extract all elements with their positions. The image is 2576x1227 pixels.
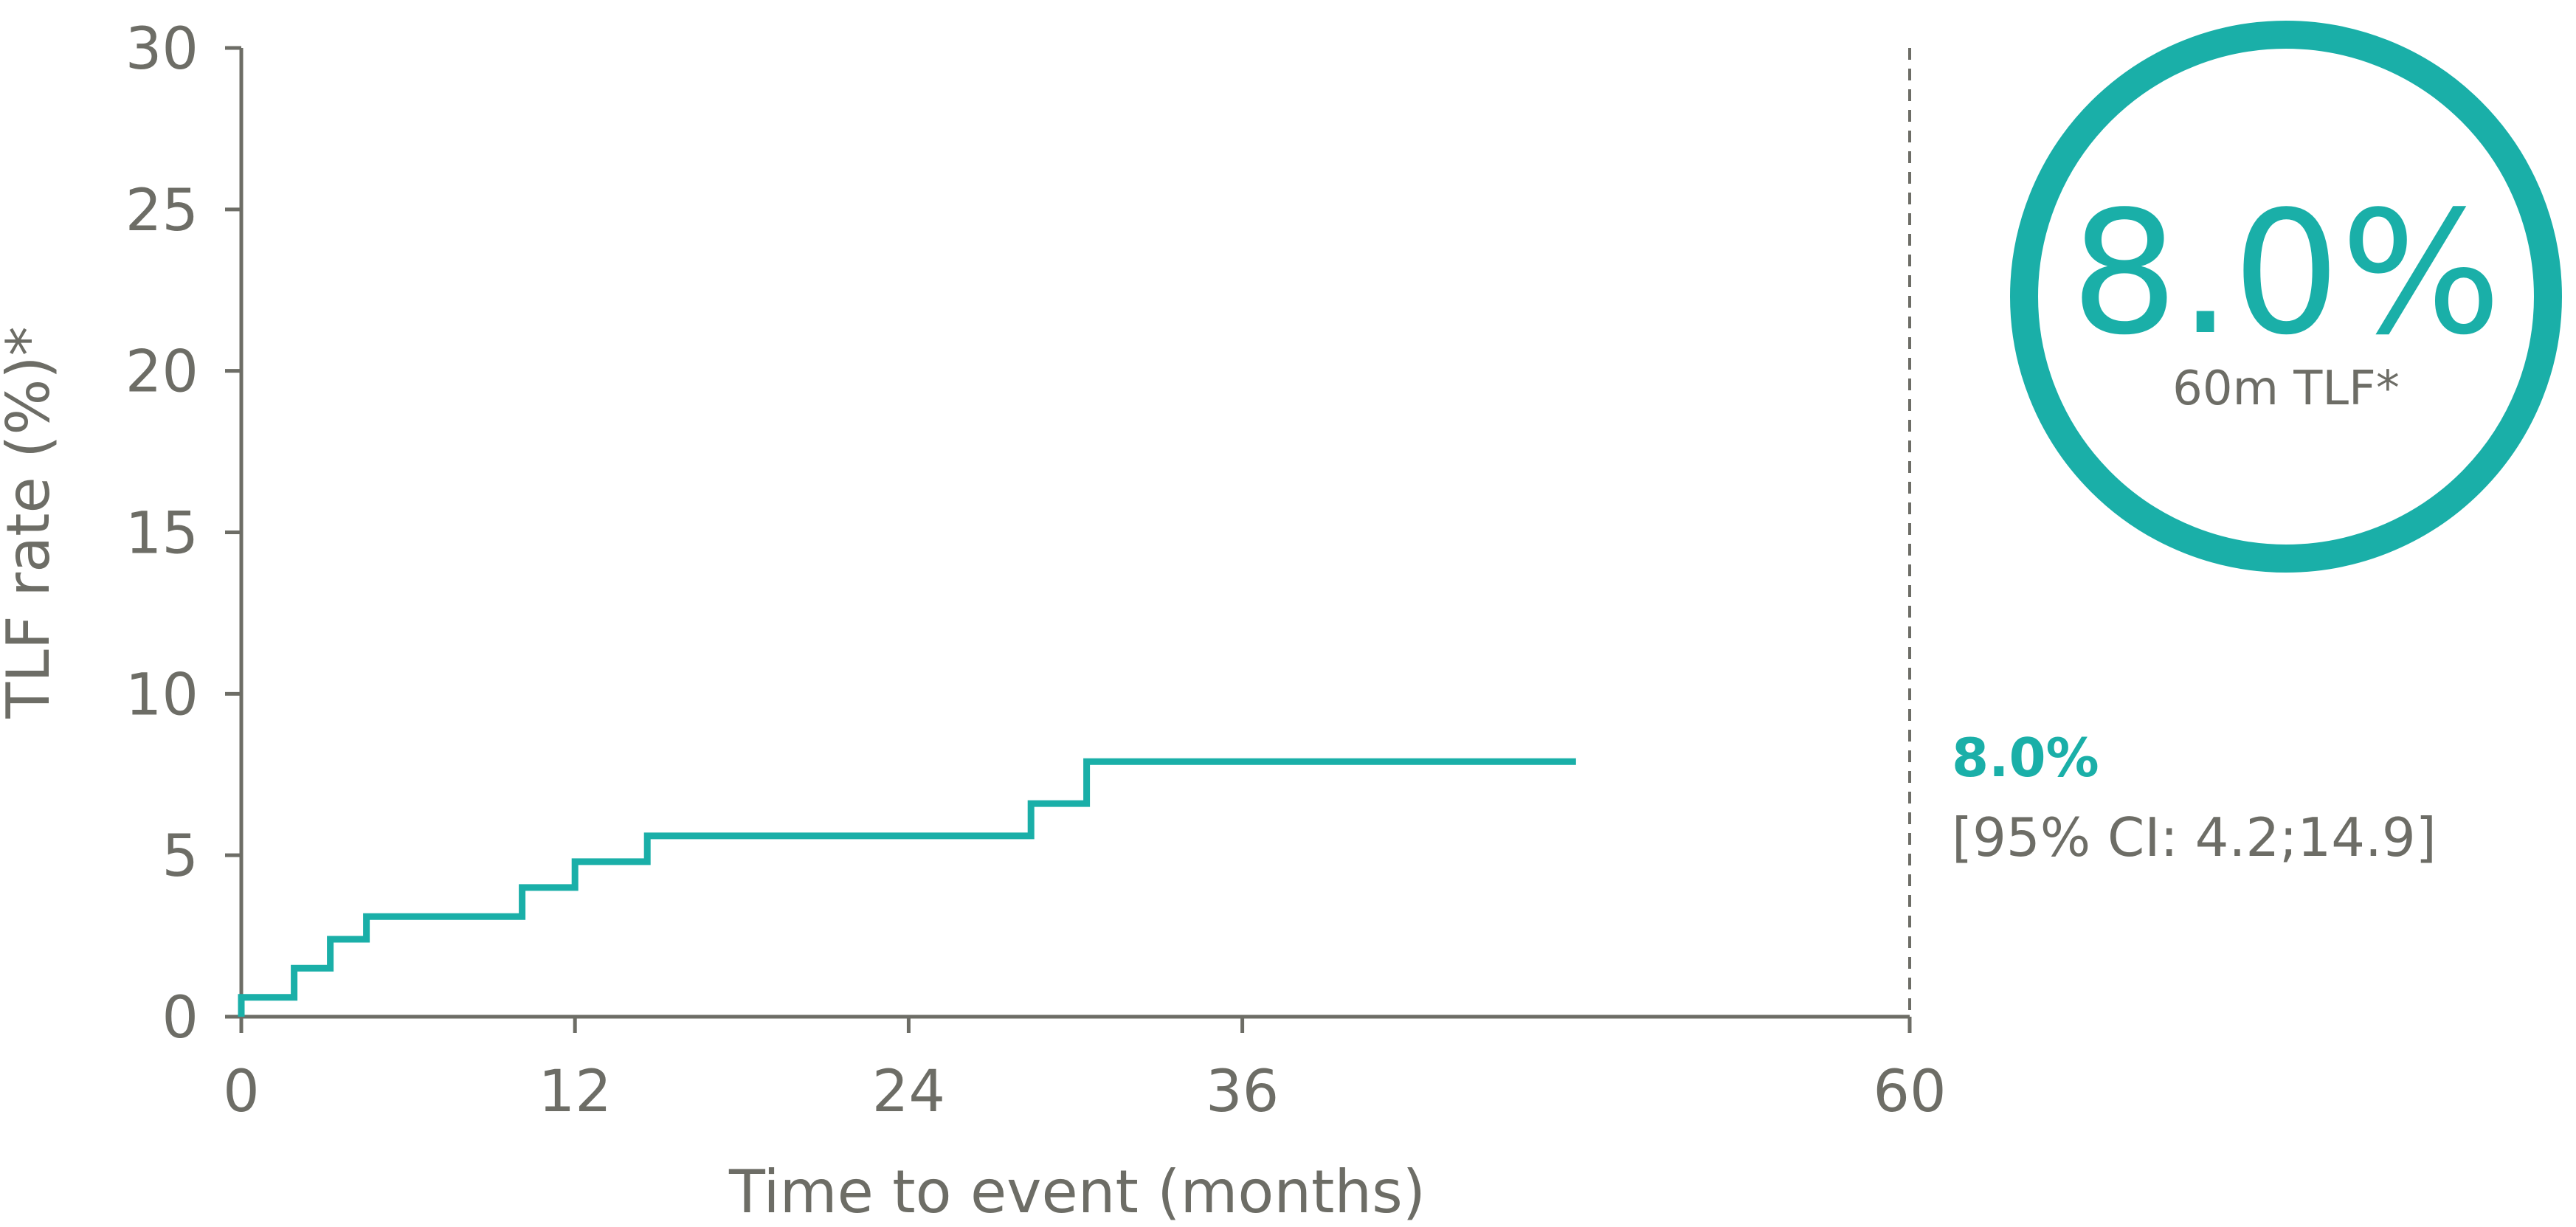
badge-label: 60m TLF* bbox=[2172, 362, 2400, 416]
end-ci-label: [95% CI: 4.2;14.9] bbox=[1952, 806, 2437, 868]
x-tick-label: 36 bbox=[1206, 1059, 1279, 1125]
y-tick-label: 10 bbox=[125, 662, 198, 728]
y-tick-label: 20 bbox=[125, 339, 198, 406]
y-tick-label: 25 bbox=[125, 178, 198, 244]
x-tick-label: 12 bbox=[539, 1059, 612, 1125]
tlf-step-line bbox=[238, 758, 1576, 1017]
y-tick-label: 5 bbox=[162, 823, 198, 890]
x-axis-title: Time to event (months) bbox=[728, 1158, 1426, 1226]
x-axis-ticks: 0 12 24 36 60 bbox=[223, 1017, 1947, 1125]
x-tick-label: 24 bbox=[872, 1059, 945, 1125]
y-axis-ticks: 0 5 10 15 20 25 30 bbox=[125, 16, 241, 1051]
tlf-badge: 8.0% 60m TLF* bbox=[2010, 21, 2562, 573]
y-tick-label: 30 bbox=[125, 16, 198, 83]
y-tick-label: 0 bbox=[162, 985, 198, 1051]
badge-ring bbox=[2010, 21, 2562, 573]
badge-value: 8.0% bbox=[2071, 176, 2501, 373]
plot-area: 0 5 10 15 20 25 30 0 12 24 36 60 bbox=[125, 16, 1947, 1125]
y-tick-label: 15 bbox=[125, 501, 198, 567]
end-value-label: 8.0% bbox=[1952, 727, 2099, 789]
x-tick-label: 0 bbox=[223, 1059, 260, 1125]
y-axis-title: TLF rate (%)* bbox=[0, 326, 63, 719]
x-tick-label: 60 bbox=[1873, 1059, 1946, 1125]
